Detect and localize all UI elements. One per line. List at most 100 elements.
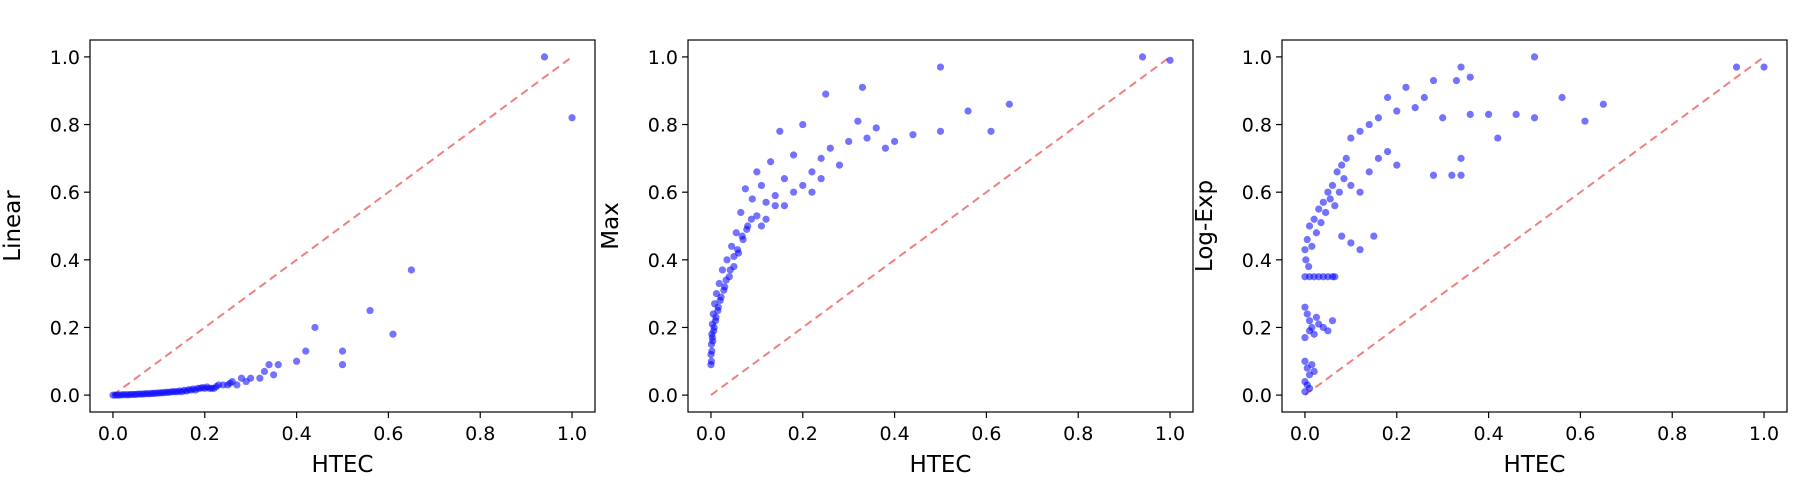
data-point (767, 158, 775, 166)
y-tick-label: 0.8 (50, 115, 80, 137)
data-point (1356, 246, 1364, 254)
data-point (799, 181, 807, 190)
x-tick-label: 0.6 (1565, 423, 1595, 445)
data-point (747, 215, 755, 223)
data-point (1365, 120, 1373, 129)
data-point (708, 334, 716, 342)
data-point (936, 63, 945, 71)
data-point (732, 229, 740, 237)
data-point (808, 188, 816, 196)
data-point (1370, 232, 1378, 240)
data-point (1347, 181, 1355, 190)
x-axis-label: HTEC (312, 452, 374, 478)
data-point (260, 367, 269, 376)
data-point (1429, 76, 1438, 85)
data-point (987, 127, 995, 135)
data-point (1383, 148, 1392, 156)
data-point (1138, 53, 1147, 61)
data-point (771, 202, 779, 210)
x-axis-label: HTEC (910, 452, 972, 478)
data-point (723, 256, 731, 264)
y-tick-label: 0.4 (648, 250, 678, 272)
y-tick-label: 1.0 (50, 47, 80, 69)
y-tick-label: 0.6 (648, 182, 678, 204)
y-tick-label: 1.0 (1242, 47, 1272, 69)
data-point (720, 286, 728, 294)
data-point (858, 83, 867, 91)
subplot-max: 0.0 0.2 0.4 0.6 0.8 1.0 0.0 0.2 0.4 0.6 0.8 1.0 HTEC… (598, 39, 1194, 478)
x-tick-label: 0.4 (879, 423, 909, 445)
data-point (1312, 313, 1321, 321)
data-point (799, 120, 807, 129)
data-point (568, 114, 576, 122)
x-tick-label: 0.4 (1473, 423, 1503, 445)
data-point (1420, 93, 1428, 102)
data-point (1732, 63, 1741, 71)
data-point (226, 379, 234, 387)
reference-line (1304, 56, 1765, 396)
x-axis-label: HTEC (1504, 452, 1566, 478)
data-point (835, 161, 844, 169)
x-tick-label: 0.6 (971, 423, 1001, 445)
data-point (1312, 229, 1321, 237)
data-point (1530, 53, 1539, 61)
data-point (715, 279, 723, 288)
data-point (1393, 161, 1401, 169)
data-point (707, 340, 716, 348)
data-point (219, 381, 227, 389)
data-point (863, 134, 871, 142)
y-tick-label: 0.8 (648, 115, 678, 137)
data-point (789, 151, 798, 159)
data-point (776, 127, 784, 135)
data-point (1530, 114, 1539, 122)
reference-line (112, 56, 573, 396)
data-point (780, 175, 789, 183)
data-point (753, 212, 761, 220)
data-point (1301, 388, 1309, 396)
data-point (712, 313, 720, 321)
data-point (738, 232, 746, 240)
y-tick-label: 0.4 (50, 250, 80, 272)
data-point (854, 117, 862, 125)
data-point (1301, 357, 1309, 365)
data-point (1512, 110, 1520, 118)
data-point (311, 323, 319, 332)
data-point (1760, 63, 1768, 71)
data-point (1484, 110, 1493, 118)
data-point (881, 144, 890, 152)
axes-frame (687, 39, 1194, 413)
data-point (1305, 327, 1314, 335)
data-point (1303, 310, 1311, 318)
data-point (1356, 127, 1364, 135)
data-point (1166, 56, 1174, 64)
data-point (1301, 303, 1309, 311)
y-tick-label: 0.0 (1242, 385, 1272, 407)
data-point (717, 293, 725, 301)
data-point (338, 347, 347, 355)
data-point (726, 266, 734, 274)
data-point (274, 361, 282, 369)
y-axis-label: Log-Exp (1192, 180, 1218, 272)
data-point (1331, 202, 1339, 210)
x-tick-label: 0.4 (281, 423, 311, 445)
y-tick-label: 0.2 (1242, 317, 1272, 339)
data-point (741, 185, 749, 193)
data-point (242, 377, 250, 386)
data-point (1335, 188, 1343, 196)
data-point (780, 202, 789, 210)
data-point (1347, 134, 1355, 142)
x-tick-label: 0.8 (1063, 423, 1093, 445)
data-point (540, 53, 549, 61)
data-point (936, 127, 945, 135)
data-point (1315, 205, 1323, 213)
data-point (1457, 171, 1465, 179)
data-point (730, 252, 738, 261)
data-point (1466, 73, 1474, 81)
x-tick-label: 0.0 (696, 423, 726, 445)
data-point (737, 208, 745, 217)
data-point (826, 144, 834, 152)
data-point (707, 350, 715, 359)
data-point (1466, 110, 1474, 118)
data-point (1402, 83, 1410, 91)
